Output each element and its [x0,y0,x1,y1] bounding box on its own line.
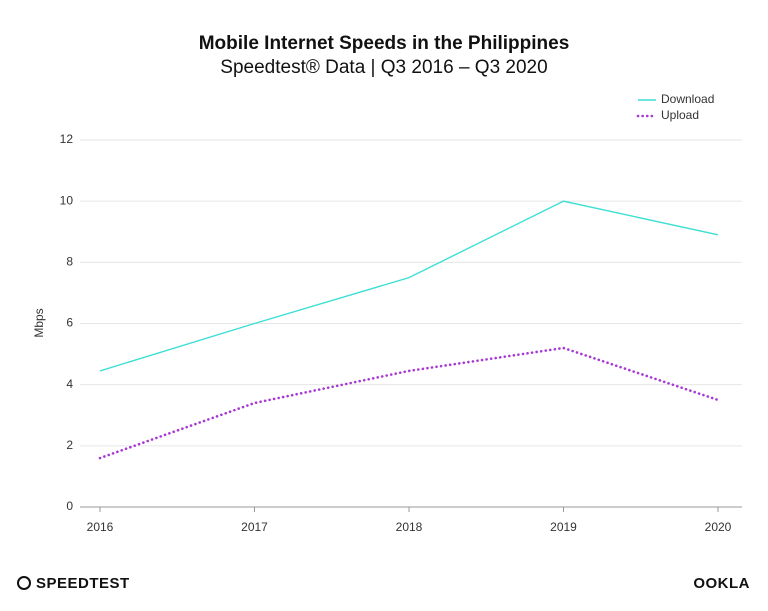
x-tick-label: 2019 [550,520,577,534]
brand-left: SPEEDTEST [36,575,130,592]
brand-right: OOKLA [693,575,750,592]
series-line [99,200,719,372]
x-tick-label: 2017 [241,520,268,534]
series-line [98,346,720,460]
speedtest-logo-icon [17,576,31,590]
y-tick-label: 4 [66,377,73,391]
y-axis-label: Mbps [32,308,46,337]
x-tick-label: 2016 [87,520,114,534]
y-tick-label: 10 [60,193,74,207]
legend-label: Download [661,92,714,106]
y-tick-label: 0 [66,499,73,513]
y-tick-label: 12 [60,132,74,146]
x-tick-label: 2018 [396,520,423,534]
chart-subtitle: Speedtest® Data | Q3 2016 – Q3 2020 [220,57,547,78]
chart-title: Mobile Internet Speeds in the Philippine… [199,33,570,54]
x-tick-label: 2020 [705,520,732,534]
y-tick-label: 2 [66,438,73,452]
y-tick-label: 6 [66,316,73,330]
legend-label: Upload [661,108,699,122]
y-tick-label: 8 [66,255,73,269]
